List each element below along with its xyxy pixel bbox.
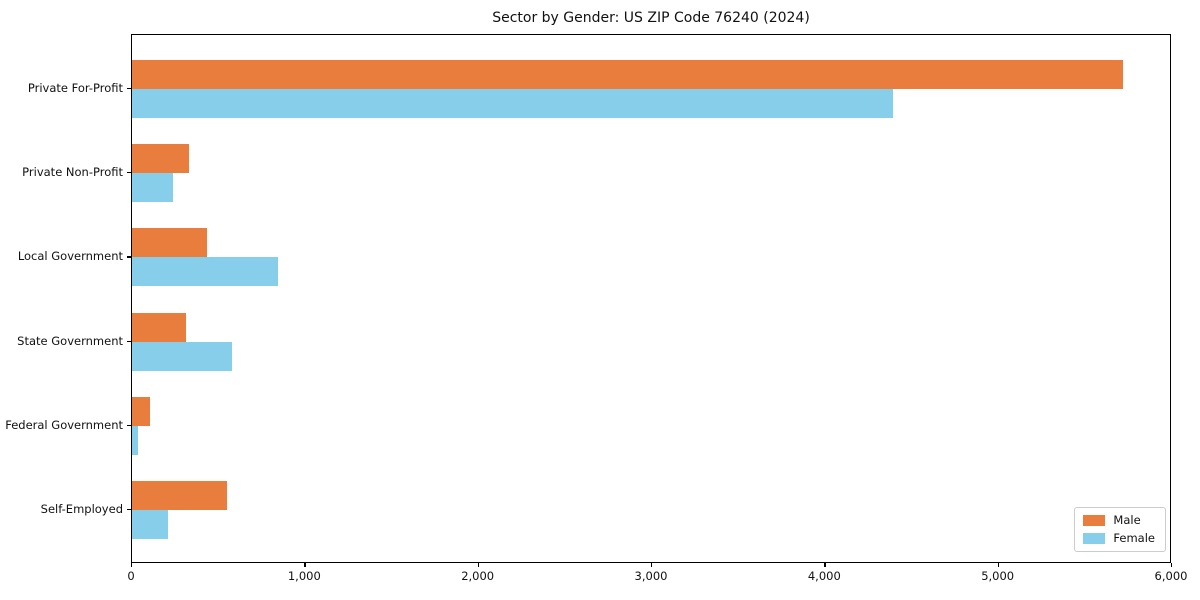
- legend-item-female: Female: [1083, 532, 1155, 545]
- x-tick-1000: [304, 563, 306, 567]
- bar-female-state-government: [132, 341, 233, 371]
- x-tick-label-4000: 4,000: [807, 569, 841, 583]
- legend-swatch-female: [1083, 533, 1106, 544]
- plot-area: Male Female: [131, 34, 1171, 563]
- bar-male-private-non-profit: [132, 144, 190, 174]
- x-tick-2000: [477, 563, 479, 567]
- x-tick-4000: [824, 563, 826, 567]
- x-tick-0: [131, 563, 133, 567]
- y-tick-self-employed: [127, 509, 131, 511]
- x-tick-3000: [651, 563, 653, 567]
- x-tick-label-1000: 1,000: [287, 569, 321, 583]
- bar-female-self-employed: [132, 510, 169, 539]
- y-axis-label-federal-government: Federal Government: [5, 417, 123, 432]
- legend-swatch-male: [1083, 515, 1106, 526]
- bar-female-federal-government: [132, 425, 139, 455]
- bar-female-local-government: [132, 257, 279, 287]
- legend: Male Female: [1074, 507, 1166, 552]
- bar-male-private-for-profit: [132, 60, 1124, 89]
- x-tick-label-2000: 2,000: [461, 569, 495, 583]
- y-axis-label-state-government: State Government: [17, 333, 123, 348]
- y-tick-federal-government: [127, 424, 131, 427]
- y-tick-local-government: [127, 256, 131, 258]
- bar-male-state-government: [132, 312, 186, 342]
- x-tick-label-3000: 3,000: [634, 569, 668, 583]
- y-axis-label-private-non-profit: Private Non-Profit: [22, 165, 123, 180]
- y-axis-label-private-for-profit: Private For-Profit: [27, 81, 123, 95]
- x-tick-label-0: 0: [127, 569, 135, 583]
- chart-title: Sector by Gender: US ZIP Code 76240 (202…: [492, 10, 810, 26]
- bar-male-self-employed: [132, 481, 228, 510]
- y-tick-private-for-profit: [127, 88, 131, 90]
- x-tick-6000: [1171, 563, 1173, 567]
- x-tick-5000: [997, 563, 999, 567]
- legend-label-male: Male: [1113, 513, 1141, 527]
- x-tick-label-6000: 6,000: [1154, 569, 1188, 583]
- bar-female-private-for-profit: [132, 89, 894, 118]
- x-tick-label-5000: 5,000: [981, 569, 1015, 583]
- y-axis-label-local-government: Local Government: [17, 249, 123, 264]
- y-axis-label-self-employed: Self-Employed: [40, 502, 123, 516]
- y-tick-state-government: [127, 340, 131, 342]
- bar-female-private-non-profit: [132, 173, 173, 203]
- bar-male-local-government: [132, 228, 208, 258]
- legend-label-female: Female: [1113, 531, 1155, 545]
- legend-item-male: Male: [1083, 514, 1155, 527]
- y-tick-private-non-profit: [127, 172, 131, 174]
- bar-male-federal-government: [132, 396, 151, 426]
